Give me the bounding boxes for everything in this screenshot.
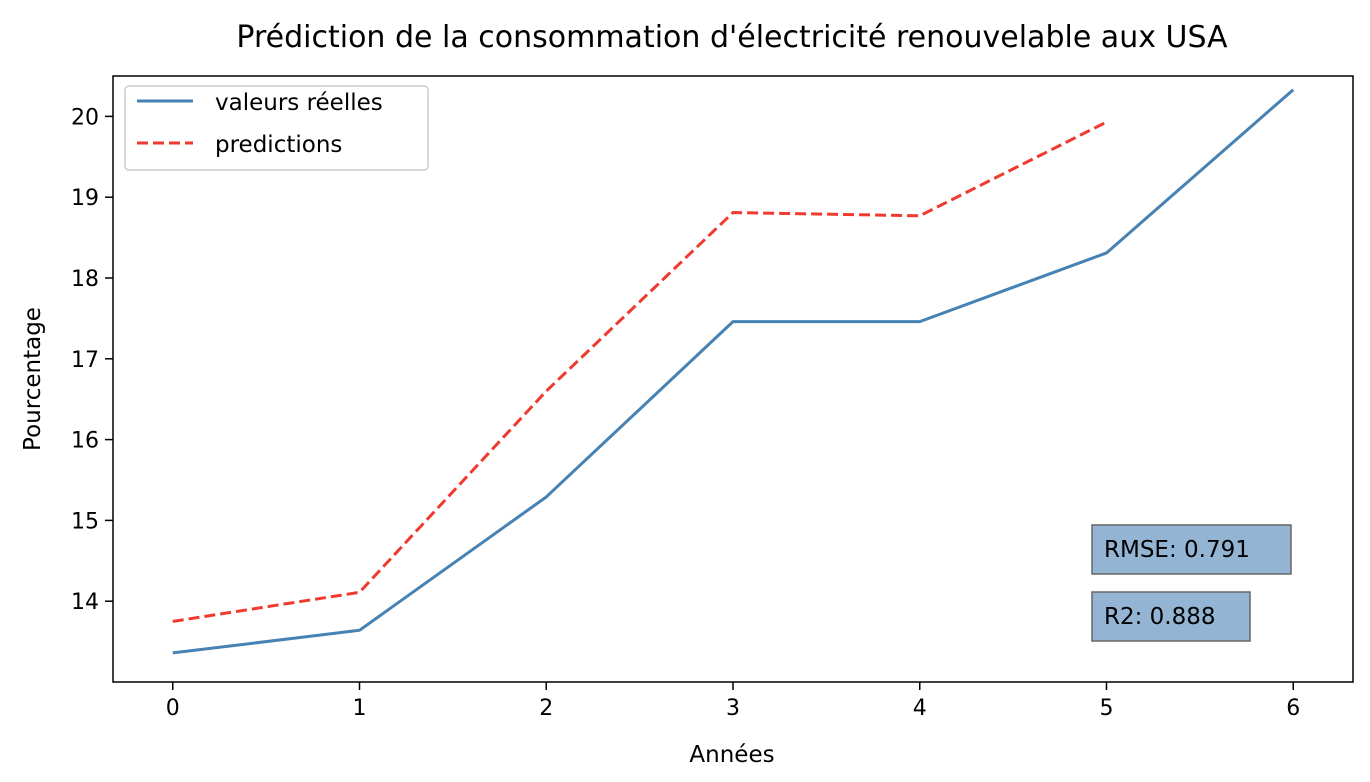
y-tick-label: 18 [71, 267, 99, 292]
series-line-predictions [172, 120, 1108, 623]
legend-label-predictions: predictions [215, 132, 342, 158]
y-tick-label: 15 [71, 509, 99, 534]
x-tick-label: 5 [1099, 696, 1113, 721]
rmse-annotation: RMSE: 0.791 [1091, 524, 1292, 575]
legend-label-actual: valeurs réelles [215, 90, 383, 116]
x-tick-label: 6 [1286, 696, 1300, 721]
series-line-actual [172, 88, 1295, 655]
y-axis-label: Pourcentage [20, 307, 46, 451]
y-tick-label: 19 [71, 186, 99, 211]
legend: valeurs réelles predictions [124, 85, 429, 171]
plot-area [112, 75, 1354, 683]
legend-box [124, 85, 429, 171]
series-lines [172, 88, 1295, 655]
y-tick-label: 14 [71, 590, 99, 615]
x-tick-label: 1 [353, 696, 367, 721]
rmse-text: RMSE: 0.791 [1104, 537, 1250, 563]
x-tick-label: 0 [166, 696, 180, 721]
x-tick-label: 3 [726, 696, 740, 721]
x-tick-label: 2 [539, 696, 553, 721]
y-axis: 14 15 16 17 18 19 20 [71, 105, 113, 615]
x-axis: 0 1 2 3 4 5 6 [166, 682, 1300, 721]
y-tick-label: 16 [71, 429, 99, 454]
y-tick-label: 20 [71, 105, 99, 130]
r2-box [1091, 591, 1251, 642]
x-tick-label: 4 [913, 696, 927, 721]
x-axis-label: Années [689, 742, 774, 768]
r2-text: R2: 0.888 [1104, 604, 1216, 630]
y-tick-label: 17 [71, 348, 99, 373]
r2-annotation: R2: 0.888 [1091, 591, 1251, 642]
rmse-box [1091, 524, 1292, 575]
chart-title: Prédiction de la consommation d'électric… [236, 20, 1228, 55]
